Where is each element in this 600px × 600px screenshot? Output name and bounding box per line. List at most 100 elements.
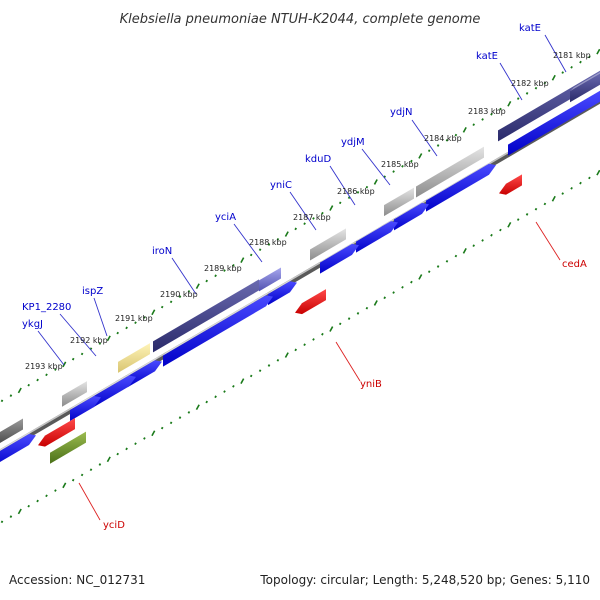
- feature-ykgj-outer[interactable]: [62, 381, 87, 407]
- feature-ycia-outer[interactable]: [259, 267, 281, 292]
- inner-ring-tick: [329, 326, 334, 332]
- gene-features: [0, 69, 600, 468]
- gene-label-ycia[interactable]: yciA: [215, 212, 236, 223]
- inner-ring-tick: [294, 348, 297, 352]
- inner-ring-tick: [195, 404, 200, 411]
- feature-ydjm-outer[interactable]: [384, 187, 414, 217]
- leader-ydjn: [411, 119, 438, 157]
- feature-ispz-outer-top: [118, 339, 154, 362]
- position-label-2189: 2189 kbp: [204, 264, 242, 273]
- position-label-2185: 2185 kbp: [381, 160, 419, 169]
- gene-label-kp1-2280[interactable]: KP1_2280: [22, 302, 71, 313]
- gene-label-ispz[interactable]: ispZ: [82, 286, 103, 297]
- feature-iron-outer[interactable]: [153, 279, 259, 353]
- feature-kp1-2280-cds[interactable]: [93, 375, 136, 408]
- inner-ring-tick: [223, 390, 226, 393]
- feature-ydjn-outer[interactable]: [416, 146, 484, 198]
- gene-label-ykgj[interactable]: ykgJ: [22, 319, 43, 330]
- inner-ring-tick: [106, 456, 111, 463]
- feature-ykgj-cds[interactable]: [70, 395, 101, 422]
- leader-iron: [171, 257, 197, 295]
- outer-ring-tick: [356, 191, 360, 194]
- feature-ydjn-cds-top: [426, 159, 493, 201]
- inner-ring-tick: [98, 463, 102, 466]
- position-label-2187: 2187 kbp: [293, 213, 331, 222]
- inner-ring-tick: [240, 378, 245, 384]
- inner-ring-tick: [160, 426, 164, 430]
- leader-ispz: [93, 297, 108, 337]
- inner-ring-tick: [214, 395, 217, 399]
- gene-label-kate-2[interactable]: katE: [476, 51, 498, 62]
- inner-ring-tick: [551, 195, 556, 202]
- gene-label-ycid[interactable]: yciD: [103, 520, 125, 531]
- outer-ring-tick: [62, 361, 67, 368]
- outer-ring-tick: [596, 48, 600, 55]
- outer-ring-tick: [570, 66, 573, 69]
- leader-kate-1: [544, 34, 567, 73]
- feature-kate-outer[interactable]: [498, 70, 600, 142]
- outer-ring-tick: [214, 274, 217, 278]
- leader-ynic: [289, 191, 317, 231]
- inner-ring-tick: [472, 244, 475, 247]
- outer-ring-tick: [187, 290, 191, 293]
- inner-ring-tick: [62, 482, 67, 489]
- gene-label-kate-1[interactable]: katE: [519, 23, 541, 34]
- inner-ring-tick: [516, 218, 520, 221]
- feature-kate-outer-end-top: [570, 72, 600, 92]
- feature-ispz-cds[interactable]: [128, 360, 162, 388]
- outer-ring-tick: [151, 309, 156, 316]
- outer-ring-tick: [258, 248, 262, 252]
- feature-ispz-outer[interactable]: [118, 343, 150, 373]
- feature-ynib-cds[interactable]: [295, 289, 326, 315]
- inner-ring-tick: [401, 286, 404, 289]
- feature-kate-cds[interactable]: [508, 90, 600, 156]
- outer-ring-tick: [525, 92, 529, 95]
- outer-ring-tick: [561, 71, 564, 74]
- feature-iron-outer-top: [153, 275, 263, 342]
- inner-ring-tick: [205, 400, 208, 404]
- gene-label-iron[interactable]: iroN: [152, 246, 172, 257]
- outer-ring-tick: [579, 60, 582, 64]
- gene-label-ynib[interactable]: yniB: [360, 379, 382, 390]
- outer-ring-tick: [418, 153, 423, 159]
- feature-iron-cds[interactable]: [163, 295, 273, 367]
- feature-ydjm-cds[interactable]: [394, 202, 429, 231]
- feature-ydjn-outer-top: [416, 142, 488, 187]
- gene-label-ceda[interactable]: cedA: [562, 259, 587, 270]
- inner-ring-tick: [284, 352, 289, 358]
- gene-label-ydjn[interactable]: ydjN: [390, 107, 413, 118]
- feature-ycia-cds[interactable]: [268, 281, 297, 306]
- feature-left-outer[interactable]: [0, 418, 23, 449]
- feature-left-outer-top: [0, 414, 27, 432]
- gene-label-ynic[interactable]: yniC: [270, 180, 292, 191]
- inner-ring-tick: [525, 213, 529, 216]
- outer-ring-tick: [143, 316, 146, 319]
- map-title: Klebsiella pneumoniae NTUH-K2044, comple…: [120, 12, 481, 27]
- feature-ceda-cds[interactable]: [499, 174, 522, 195]
- feature-kate-outer-end[interactable]: [570, 73, 600, 103]
- position-label-2186: 2186 kbp: [337, 187, 375, 196]
- feature-ydjn-cds[interactable]: [426, 163, 496, 212]
- leader-ycia: [233, 223, 263, 263]
- gene-label-ydjm[interactable]: ydjM: [341, 137, 365, 148]
- outer-ring-tick: [276, 237, 280, 241]
- leader-ceda: [535, 221, 561, 261]
- feature-kate-cds-top: [508, 89, 600, 145]
- outer-ring-tick: [45, 373, 48, 377]
- inner-ring-tick: [499, 228, 502, 232]
- outer-ring-tick: [249, 253, 253, 257]
- feature-kdud-cds[interactable]: [356, 221, 398, 253]
- feature-ynic-cds[interactable]: [320, 243, 359, 274]
- outer-ring-tick: [551, 74, 556, 81]
- gene-label-kdud[interactable]: kduD: [305, 154, 331, 165]
- outer-ring-tick: [401, 165, 404, 168]
- feature-left-cds[interactable]: [0, 434, 36, 468]
- feature-ycid-cds[interactable]: [38, 418, 75, 447]
- feature-ynic-outer[interactable]: [310, 228, 346, 261]
- inner-ring-tick: [570, 187, 573, 190]
- position-label-2181: 2181 kbp: [553, 51, 591, 60]
- feature-ycid-outer[interactable]: [50, 431, 86, 464]
- leader-kate-2: [499, 62, 523, 101]
- position-label-2192: 2192 kbp: [70, 336, 108, 345]
- leader-ykgj: [37, 330, 65, 366]
